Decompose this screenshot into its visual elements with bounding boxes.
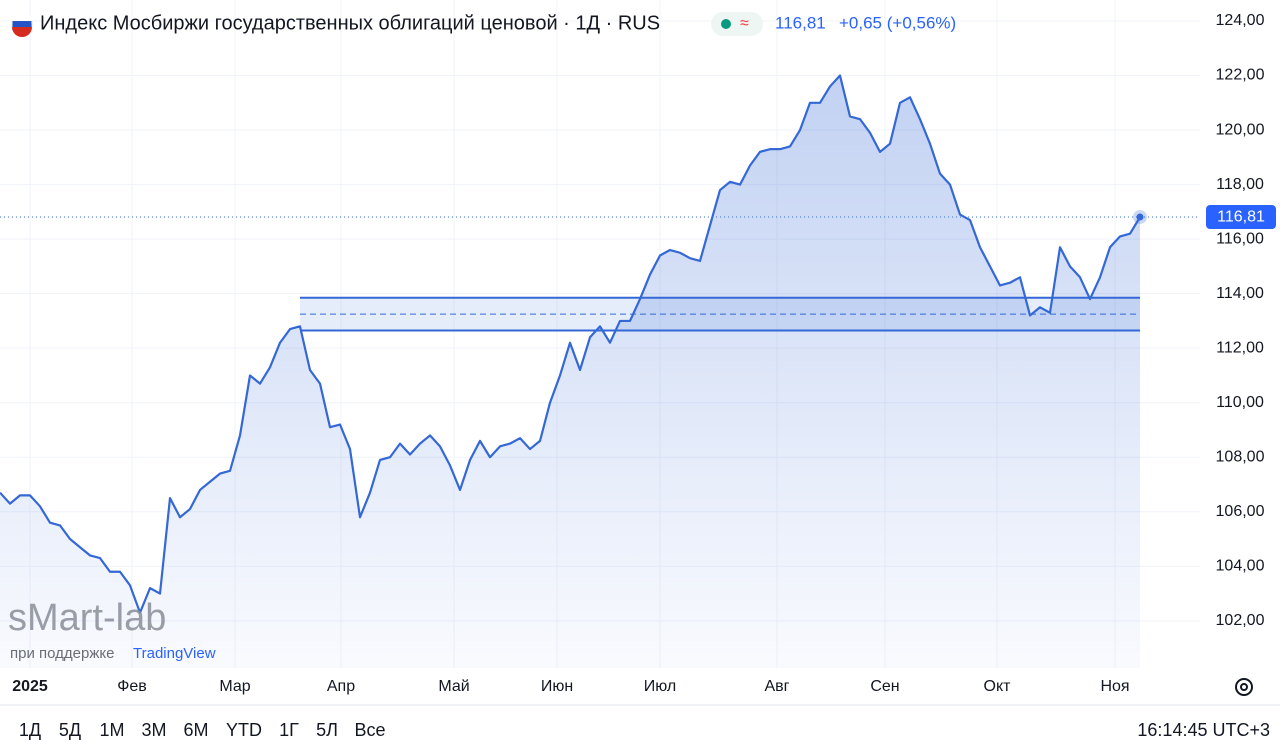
y-tick-label: 108,00	[1216, 448, 1265, 465]
clock: 16:14:45 UTC+3	[1137, 720, 1270, 740]
range-button[interactable]: 5Д	[59, 720, 81, 740]
x-tick-label: Май	[438, 678, 469, 695]
price-line	[0, 74, 1141, 614]
last-point	[1136, 213, 1144, 221]
range-button[interactable]: 1М	[99, 720, 124, 740]
x-tick-label: Июн	[541, 678, 573, 695]
range-button[interactable]: Все	[354, 720, 385, 740]
status-pill[interactable]	[711, 12, 763, 36]
chart-title: Индекс Мосбиржи государственных облигаци…	[40, 12, 660, 34]
y-tick-label: 122,00	[1216, 67, 1265, 84]
x-tick-label: Мар	[219, 678, 250, 695]
x-tick-label: Авг	[764, 678, 789, 695]
range-button[interactable]: 1Д	[19, 720, 41, 740]
range-button[interactable]: YTD	[226, 720, 262, 740]
range-button[interactable]: 6М	[183, 720, 208, 740]
flag-stripe	[12, 27, 32, 37]
x-tick-label: Июл	[644, 678, 676, 695]
y-tick-label: 120,00	[1216, 121, 1265, 138]
y-tick-label: 118,00	[1216, 176, 1264, 193]
x-tick-label: Фев	[117, 678, 147, 695]
header-change: +0,65 (+0,56%)	[839, 13, 956, 32]
area	[0, 75, 1140, 668]
y-tick-label: 114,00	[1216, 285, 1264, 302]
x-tick-label: Сен	[870, 678, 899, 695]
x-tick-label: Апр	[327, 678, 355, 695]
x-tick-label: Ноя	[1100, 678, 1129, 695]
header-price: 116,81	[775, 13, 826, 32]
last-price-label: 116,81	[1217, 208, 1265, 225]
market-open-dot	[721, 19, 731, 29]
watermark-brand: sMart-lab	[8, 597, 166, 639]
y-tick-label: 102,00	[1216, 612, 1265, 629]
range-button[interactable]: 1Г	[279, 720, 299, 740]
range-button[interactable]: 5Л	[316, 720, 338, 740]
watermark-support: при поддержке	[10, 645, 114, 662]
flag-stripe	[12, 21, 32, 27]
y-tick-label: 110,00	[1216, 394, 1264, 411]
y-tick-label: 104,00	[1216, 558, 1265, 575]
range-button[interactable]: 3М	[141, 720, 166, 740]
x-tick-label: 2025	[12, 678, 48, 695]
y-tick-label: 124,00	[1216, 12, 1265, 29]
y-tick-label: 112,00	[1216, 339, 1264, 356]
settings-icon[interactable]	[1235, 678, 1253, 696]
watermark-partner[interactable]: TradingView	[133, 645, 216, 662]
y-tick-label: 116,00	[1216, 230, 1264, 247]
delay-icon: ≈	[740, 15, 749, 32]
y-tick-label: 106,00	[1216, 503, 1265, 520]
x-tick-label: Окт	[984, 678, 1012, 695]
last-price-badge	[1206, 205, 1276, 230]
